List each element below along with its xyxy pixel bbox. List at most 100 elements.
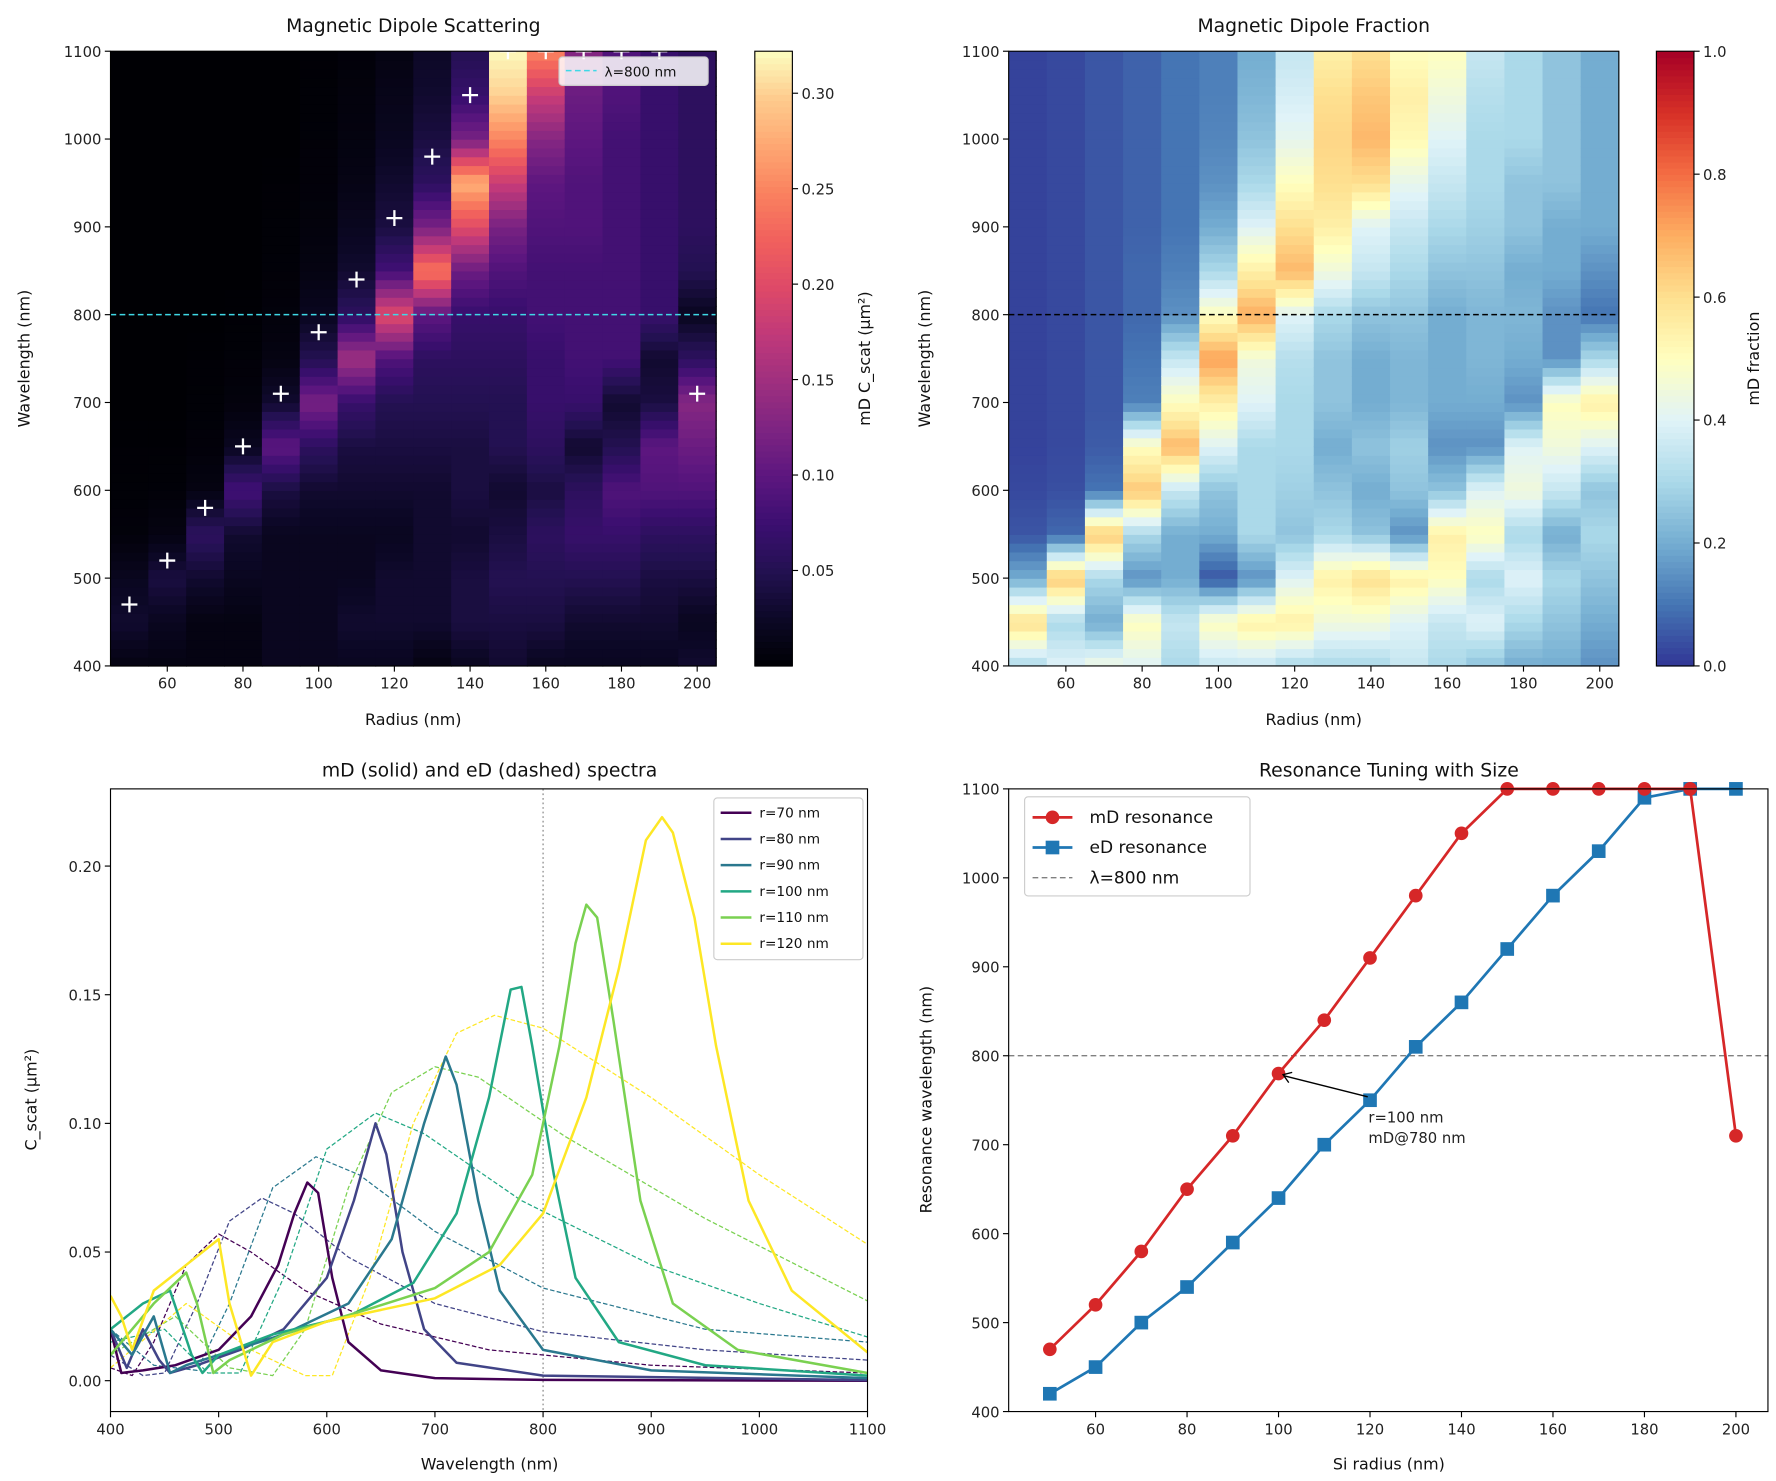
- peak-marker: [462, 87, 479, 104]
- heatmap-cell: [299, 472, 339, 483]
- heatmap-cell: [1390, 455, 1429, 465]
- heatmap-cell: [1237, 332, 1277, 342]
- heatmap-cell: [526, 384, 566, 395]
- colorbar-segment: [1656, 475, 1694, 483]
- colorbar-segment: [754, 629, 793, 636]
- heatmap-cell: [1466, 51, 1506, 61]
- heatmap-cell: [640, 446, 679, 456]
- heatmap-cell: [1390, 209, 1429, 219]
- heatmap-cell: [1542, 630, 1582, 641]
- y-tick-label: 0.05: [68, 1245, 101, 1262]
- heatmap-cell: [1580, 279, 1620, 290]
- series-lines: [110, 788, 868, 1412]
- heatmap-cell: [110, 560, 150, 571]
- heatmap-cell: [148, 253, 187, 263]
- heatmap-cell: [261, 305, 301, 316]
- heatmap-cell: [1046, 376, 1086, 386]
- heatmap-cell: [1275, 349, 1315, 360]
- heatmap-cell: [110, 349, 150, 360]
- heatmap-cell: [1390, 305, 1429, 316]
- heatmap-cell: [678, 226, 717, 237]
- heatmap-cell: [186, 551, 225, 562]
- heatmap-cell: [1351, 139, 1391, 149]
- heatmap-cell: [1428, 68, 1467, 79]
- heatmap-cell: [1046, 446, 1086, 456]
- heatmap-cell: [186, 542, 225, 553]
- heatmap-cell: [375, 604, 414, 614]
- heatmap-cell: [110, 244, 150, 254]
- heatmap-cell: [1084, 657, 1124, 667]
- heatmap-cell: [337, 613, 377, 623]
- heatmap-cell: [186, 560, 225, 571]
- heatmap-cell: [224, 402, 263, 412]
- heatmap-cell: [1351, 288, 1391, 298]
- heatmap-cell: [1123, 455, 1162, 465]
- heatmap-cell: [678, 376, 717, 386]
- heatmap-cell: [451, 481, 490, 491]
- heatmap-cell: [186, 358, 225, 369]
- heatmap-cell: [1275, 156, 1315, 167]
- heatmap-cell: [148, 314, 187, 325]
- heatmap-cell: [1542, 358, 1582, 369]
- heatmap-cell: [413, 218, 452, 228]
- ed-spectrum-line: [110, 1197, 868, 1377]
- heatmap-cell: [1046, 226, 1086, 237]
- heatmap-cell: [375, 551, 414, 562]
- heatmap-cell: [526, 139, 566, 149]
- heatmap-cell: [110, 60, 150, 70]
- heatmap-cell: [148, 384, 187, 395]
- heatmap-cell: [1390, 200, 1429, 210]
- heatmap-cell: [224, 411, 263, 421]
- heatmap-cell: [1008, 622, 1048, 632]
- heatmap-cell: [489, 437, 528, 448]
- heatmap-cell: [1313, 586, 1353, 597]
- md-data-point: [1134, 1244, 1149, 1259]
- heatmap-cell: [451, 191, 490, 202]
- heatmap-cell: [261, 542, 301, 553]
- heatmap-cell: [261, 446, 301, 456]
- heatmap-cell: [1466, 525, 1506, 535]
- heatmap-cell: [261, 270, 301, 281]
- heatmap-cell: [1008, 332, 1048, 342]
- heatmap-cell: [451, 560, 490, 571]
- heatmap-cell: [1428, 455, 1467, 465]
- heatmap-cell: [1580, 411, 1620, 421]
- heatmap-cell: [375, 472, 414, 483]
- heatmap-cell: [375, 428, 414, 439]
- heatmap-cell: [1428, 525, 1467, 535]
- heatmap-cell: [602, 516, 642, 527]
- heatmap-cell: [1580, 542, 1620, 553]
- heatmap-cell: [602, 542, 642, 553]
- heatmap-cell: [564, 657, 604, 667]
- heatmap-cell: [110, 200, 150, 210]
- heatmap-cell: [1237, 420, 1277, 430]
- heatmap-cell: [1084, 463, 1124, 474]
- heatmap-cell: [564, 499, 604, 509]
- colorbar-segment: [754, 217, 793, 225]
- heatmap-cell: [1504, 393, 1544, 404]
- heatmap-cell: [1542, 165, 1582, 175]
- heatmap-cell: [413, 534, 452, 544]
- heatmap-cell: [1428, 463, 1467, 474]
- heatmap-cell: [1046, 218, 1086, 228]
- heatmap-cell: [564, 622, 604, 632]
- heatmap-cell: [110, 165, 150, 175]
- heatmap-cell: [1275, 200, 1315, 210]
- heatmap-cell: [110, 341, 150, 351]
- heatmap-cell: [564, 253, 604, 263]
- ed-data-point: [1134, 1315, 1149, 1330]
- heatmap-cell: [602, 121, 642, 131]
- heatmap-cell: [261, 472, 301, 483]
- heatmap-cell: [186, 393, 225, 404]
- heatmap-cell: [261, 604, 301, 614]
- heatmap-cell: [602, 437, 642, 448]
- heatmap-cell: [1580, 507, 1620, 518]
- heatmap-cell: [1466, 200, 1506, 210]
- heatmap-cell: [1161, 507, 1201, 518]
- heatmap-cell: [1275, 270, 1315, 281]
- heatmap-cell: [148, 103, 187, 114]
- heatmap-cell: [1199, 551, 1239, 562]
- heatmap-cell: [224, 323, 263, 333]
- heatmap-cell: [110, 279, 150, 290]
- heatmap-cell: [1275, 279, 1315, 290]
